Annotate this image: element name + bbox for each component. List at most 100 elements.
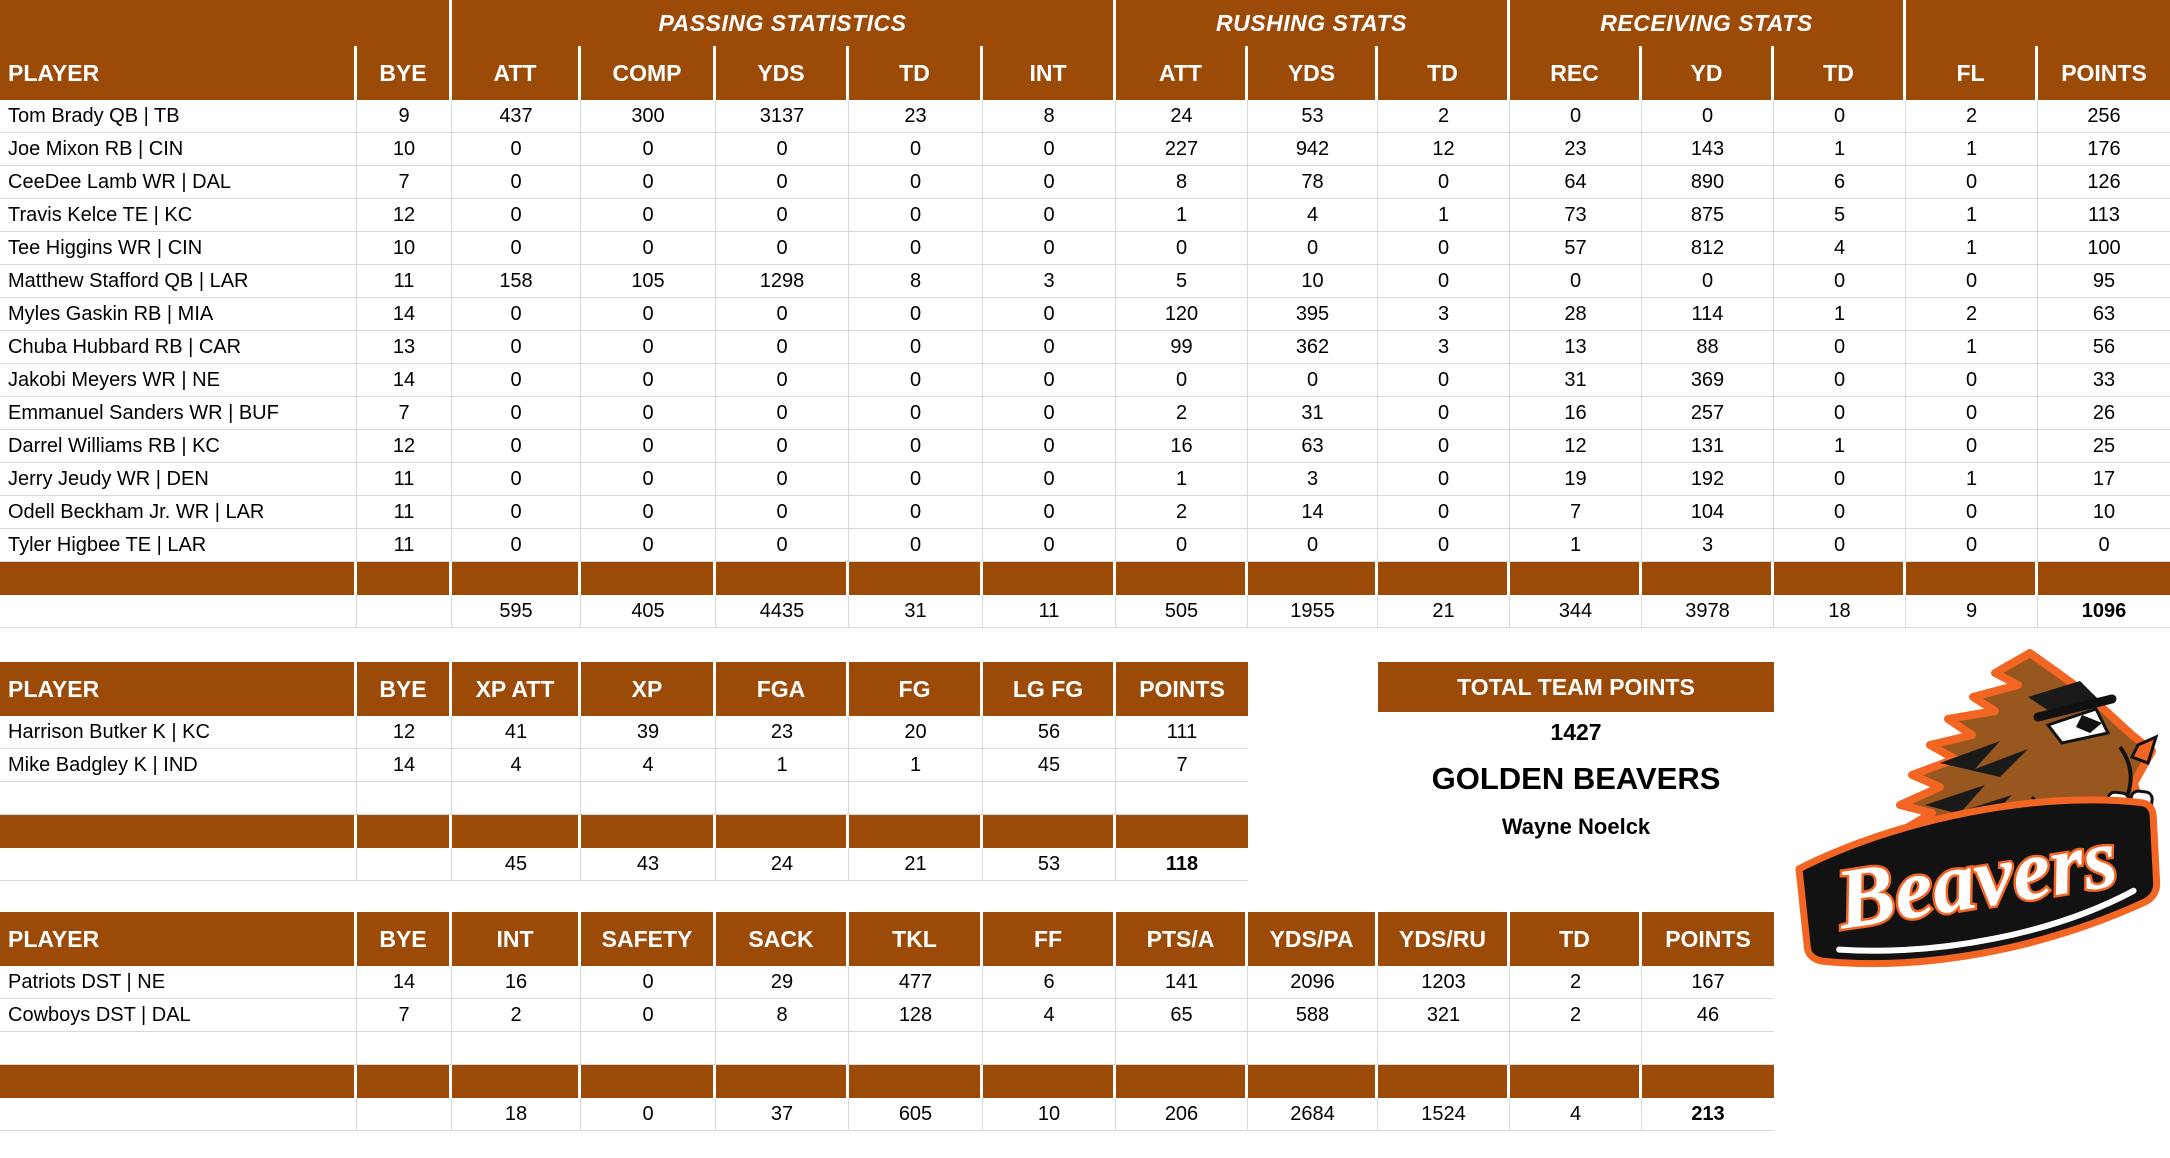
stat-cell[interactable]: 105 (581, 265, 716, 298)
stat-cell[interactable]: 0 (581, 364, 716, 397)
stat-cell[interactable]: 5 (1774, 199, 1906, 232)
column-header[interactable]: YDS/RU (1378, 912, 1507, 966)
stat-cell[interactable]: 0 (1774, 364, 1906, 397)
stat-cell[interactable]: 0 (1774, 496, 1906, 529)
stat-cell[interactable]: 0 (452, 397, 581, 430)
stat-cell[interactable]: 0 (849, 133, 983, 166)
stat-cell[interactable]: 0 (849, 364, 983, 397)
stat-cell[interactable]: 0 (1906, 496, 2038, 529)
player-cell[interactable]: Mike Badgley K | IND (0, 749, 357, 782)
stat-cell[interactable]: 3 (983, 265, 1116, 298)
total-cell[interactable]: 21 (1378, 595, 1510, 628)
stat-cell[interactable]: 0 (452, 298, 581, 331)
stat-cell[interactable]: 0 (849, 199, 983, 232)
column-header[interactable]: FL (1906, 46, 2035, 100)
total-cell[interactable] (0, 1098, 357, 1131)
total-cell[interactable] (357, 595, 452, 628)
stat-cell[interactable]: 1 (716, 749, 849, 782)
stat-cell[interactable]: 0 (2038, 529, 2170, 562)
stat-cell[interactable]: 14 (1248, 496, 1378, 529)
stat-cell[interactable]: 0 (581, 463, 716, 496)
stat-cell[interactable]: 0 (452, 529, 581, 562)
stat-cell[interactable]: 0 (849, 529, 983, 562)
stat-cell[interactable]: 0 (1906, 166, 2038, 199)
total-cell[interactable] (0, 595, 357, 628)
stat-cell[interactable]: 1 (1906, 133, 2038, 166)
player-cell[interactable]: Cowboys DST | DAL (0, 999, 357, 1032)
column-header[interactable]: TD (1774, 46, 1903, 100)
stat-cell[interactable]: 120 (1116, 298, 1248, 331)
stat-cell[interactable]: 0 (581, 529, 716, 562)
stat-cell[interactable]: 33 (2038, 364, 2170, 397)
stat-cell[interactable]: 0 (716, 232, 849, 265)
stat-cell[interactable]: 0 (983, 133, 1116, 166)
stat-cell[interactable]: 0 (1378, 232, 1510, 265)
stat-cell[interactable]: 0 (1774, 100, 1906, 133)
stat-cell[interactable]: 0 (983, 166, 1116, 199)
stat-cell[interactable]: 0 (1906, 529, 2038, 562)
total-cell[interactable]: 21 (849, 848, 983, 881)
stat-cell[interactable]: 0 (1642, 100, 1774, 133)
stat-cell[interactable]: 1 (849, 749, 983, 782)
stat-cell[interactable]: 1 (1906, 331, 2038, 364)
stat-cell[interactable]: 63 (1248, 430, 1378, 463)
stat-cell[interactable]: 17 (2038, 463, 2170, 496)
stat-cell[interactable]: 0 (716, 298, 849, 331)
stat-cell[interactable]: 300 (581, 100, 716, 133)
column-header[interactable]: YDS/PA (1248, 912, 1375, 966)
stat-cell[interactable]: 7 (357, 999, 452, 1032)
stat-cell[interactable]: 1 (1906, 463, 2038, 496)
player-cell[interactable]: Jerry Jeudy WR | DEN (0, 463, 357, 496)
stat-cell[interactable]: 4 (581, 749, 716, 782)
stat-cell[interactable]: 141 (1116, 966, 1248, 999)
empty-cell[interactable] (983, 782, 1116, 815)
stat-cell[interactable]: 875 (1642, 199, 1774, 232)
stat-cell[interactable]: 14 (357, 749, 452, 782)
stat-cell[interactable]: 0 (849, 496, 983, 529)
group-header-blank[interactable] (1906, 0, 2170, 46)
total-cell[interactable]: 9 (1906, 595, 2038, 628)
stat-cell[interactable]: 88 (1642, 331, 1774, 364)
stat-cell[interactable]: 26 (2038, 397, 2170, 430)
column-header[interactable]: SAFETY (581, 912, 713, 966)
stat-cell[interactable]: 0 (452, 133, 581, 166)
stat-cell[interactable]: 0 (983, 331, 1116, 364)
stat-cell[interactable]: 0 (1378, 496, 1510, 529)
stat-cell[interactable]: 0 (716, 199, 849, 232)
stat-cell[interactable]: 1203 (1378, 966, 1510, 999)
empty-cell[interactable] (0, 1032, 357, 1065)
stat-cell[interactable]: 1 (1378, 199, 1510, 232)
total-cell[interactable]: 505 (1116, 595, 1248, 628)
stat-cell[interactable]: 0 (581, 232, 716, 265)
stat-cell[interactable]: 0 (581, 397, 716, 430)
stat-cell[interactable]: 0 (581, 298, 716, 331)
stat-cell[interactable]: 5 (1116, 265, 1248, 298)
stat-cell[interactable]: 0 (1774, 529, 1906, 562)
stat-cell[interactable]: 3 (1378, 298, 1510, 331)
stat-cell[interactable]: 2 (1116, 496, 1248, 529)
stat-cell[interactable]: 0 (983, 463, 1116, 496)
stat-cell[interactable]: 31 (1510, 364, 1642, 397)
stat-cell[interactable]: 0 (849, 232, 983, 265)
player-cell[interactable]: Chuba Hubbard RB | CAR (0, 331, 357, 364)
column-header[interactable]: TD (1378, 46, 1507, 100)
stat-cell[interactable]: 100 (2038, 232, 2170, 265)
empty-cell[interactable] (716, 782, 849, 815)
total-cell[interactable]: 31 (849, 595, 983, 628)
stat-cell[interactable]: 0 (581, 496, 716, 529)
player-cell[interactable]: Tom Brady QB | TB (0, 100, 357, 133)
stat-cell[interactable]: 0 (581, 199, 716, 232)
total-cell[interactable]: 405 (581, 595, 716, 628)
stat-cell[interactable]: 0 (452, 364, 581, 397)
total-cell[interactable]: 4435 (716, 595, 849, 628)
empty-cell[interactable] (1510, 1032, 1642, 1065)
total-cell[interactable]: 18 (452, 1098, 581, 1131)
stat-cell[interactable]: 395 (1248, 298, 1378, 331)
stat-cell[interactable]: 0 (581, 966, 716, 999)
stat-cell[interactable]: 4 (983, 999, 1116, 1032)
stat-cell[interactable]: 0 (716, 166, 849, 199)
stat-cell[interactable]: 0 (983, 529, 1116, 562)
column-header[interactable]: PLAYER (0, 662, 354, 716)
empty-cell[interactable] (1248, 1032, 1378, 1065)
total-cell[interactable]: 45 (452, 848, 581, 881)
